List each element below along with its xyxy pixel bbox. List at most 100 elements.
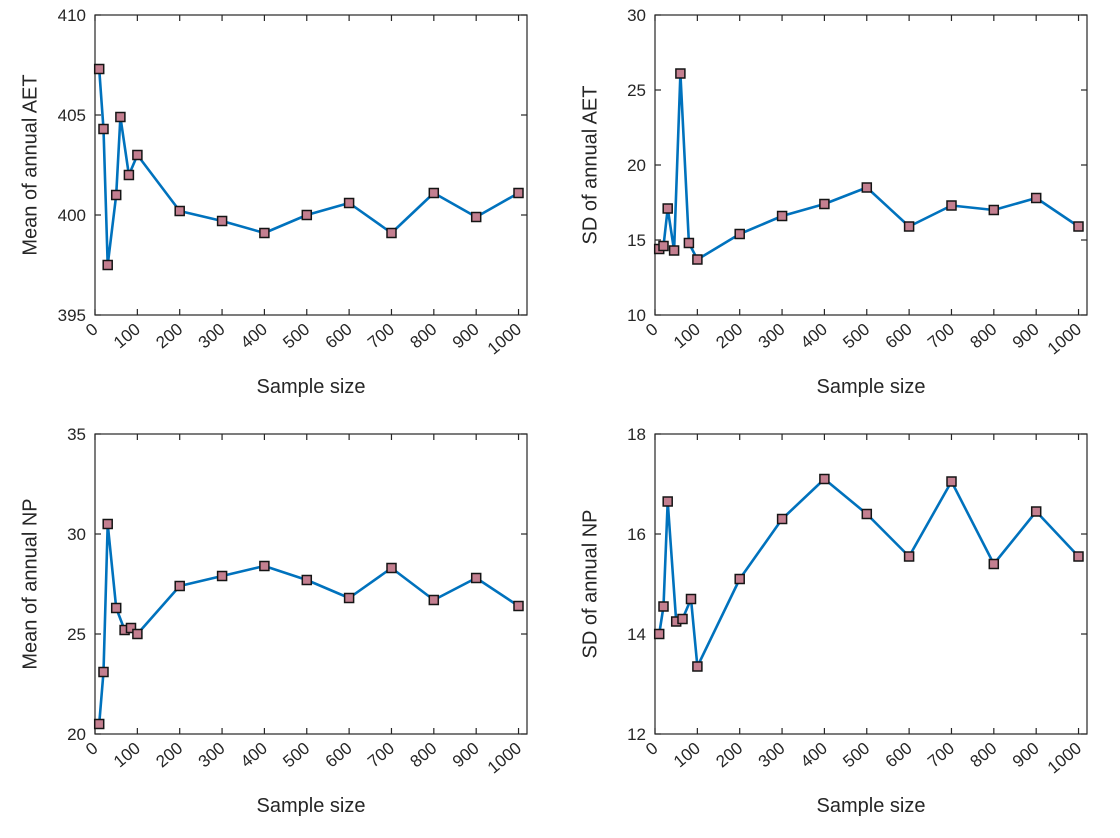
y-tick-label: 20 [627,156,646,175]
x-tick-label: 800 [406,320,440,353]
data-marker [662,496,673,507]
data-marker [776,513,788,525]
x-tick-label: 400 [237,739,271,772]
data-marker [653,628,665,640]
y-tick-label: 25 [627,81,646,100]
y-tick-label: 35 [67,425,86,444]
x-tick-label: 900 [449,320,483,353]
data-line [97,67,520,267]
x-tick-label: 700 [364,320,398,353]
x-tick-label: 500 [279,739,313,772]
y-axis-label: SD of annual AET [579,85,602,245]
data-marker [428,594,440,606]
y-tick-label: 30 [627,6,646,25]
x-tick-label: 400 [797,739,831,772]
data-marker [93,63,105,75]
data-marker [102,259,113,271]
x-tick-label: 200 [152,739,186,772]
data-marker [132,149,143,161]
axes-box [94,14,528,316]
x-tick-label: 600 [882,739,916,772]
x-tick-label: 600 [882,320,916,353]
data-marker [301,209,313,221]
data-marker [685,593,697,605]
data-marker [734,573,745,585]
data-marker [428,187,440,199]
x-tick-label: 200 [712,320,746,353]
data-marker [513,600,524,612]
x-tick-label: 100 [670,739,704,772]
y-axis-label: Mean of annual AET [19,74,42,256]
data-marker [343,592,355,604]
data-marker [988,204,1000,216]
y-tick-label: 12 [627,725,646,744]
data-marker [98,123,109,135]
data-marker [259,227,270,239]
data-marker [216,570,228,582]
x-tick-label: 400 [797,320,831,353]
data-marker [692,661,703,672]
data-marker [658,240,669,252]
x-tick-label: 800 [966,739,1000,772]
x-tick-label: 1000 [484,320,525,359]
data-marker [301,574,313,586]
data-marker [988,558,1000,570]
x-tick-label: 300 [755,739,789,772]
x-axis-label: Sample size [256,795,366,817]
data-marker [110,189,122,201]
sd-annual-aet-plot: 0 100 200 300 400 500 600 700 800 900 100010152025… [627,6,1088,358]
subplot-mean-annual-np: 0 100 200 300 400 500 600 700 800 900 1000 20 25 30 35… [0,419,560,838]
axes-box [94,433,528,735]
x-tick-label: 300 [195,320,229,353]
data-marker [861,508,873,520]
data-marker [216,215,228,227]
data-marker [343,197,355,209]
data-marker [132,628,143,640]
y-tick-label: 30 [67,525,86,544]
data-marker [125,622,137,634]
y-axis-label: SD of annual NP [579,509,602,659]
x-tick-label: 100 [110,739,144,772]
x-tick-label: 700 [364,739,398,772]
data-marker [386,562,397,574]
x-tick-label: 900 [449,739,483,772]
data-marker [102,518,113,530]
data-marker [946,476,957,487]
subplot-mean-annual-aet: 0 100 200 300 400 500 600 700 800 900 1000 395 400 40… [0,0,560,419]
x-tick-label: 600 [322,739,356,772]
y-tick-label: 10 [627,306,646,325]
axes-box [654,433,1088,735]
subplot-sd-annual-np: 0 100 200 300 400 500 600 700 800 900 1000 12 14 16 18… [560,419,1120,838]
y-tick-label: 405 [58,106,86,125]
x-tick-label: 500 [839,320,873,353]
y-tick-label: 18 [627,425,646,444]
x-tick-label: 200 [712,739,746,772]
y-tick-label: 400 [58,206,86,225]
data-marker [861,182,873,193]
x-tick-label: 600 [322,320,356,353]
data-marker [677,613,688,625]
x-tick-label: 400 [237,320,271,353]
x-tick-label: 300 [755,320,789,353]
x-axis-label: Sample size [816,795,926,817]
data-marker [683,237,695,249]
data-line [657,477,1080,668]
x-tick-label: 500 [839,739,873,772]
data-marker [776,210,788,222]
x-tick-label: 200 [152,320,186,353]
x-tick-label: 1000 [484,739,525,778]
data-marker [903,221,915,232]
x-tick-label: 300 [195,739,229,772]
y-tick-label: 395 [58,306,86,325]
subplot-sd-annual-aet: 0 100 200 300 400 500 600 700 800 900 1000 10 15 20 25… [560,0,1120,419]
data-marker [819,473,830,485]
y-tick-label: 14 [627,625,646,644]
data-marker [470,572,482,584]
data-line [97,522,520,726]
data-marker [819,198,830,210]
data-marker [692,254,703,265]
y-tick-label: 25 [67,625,86,644]
y-tick-label: 15 [627,231,646,250]
